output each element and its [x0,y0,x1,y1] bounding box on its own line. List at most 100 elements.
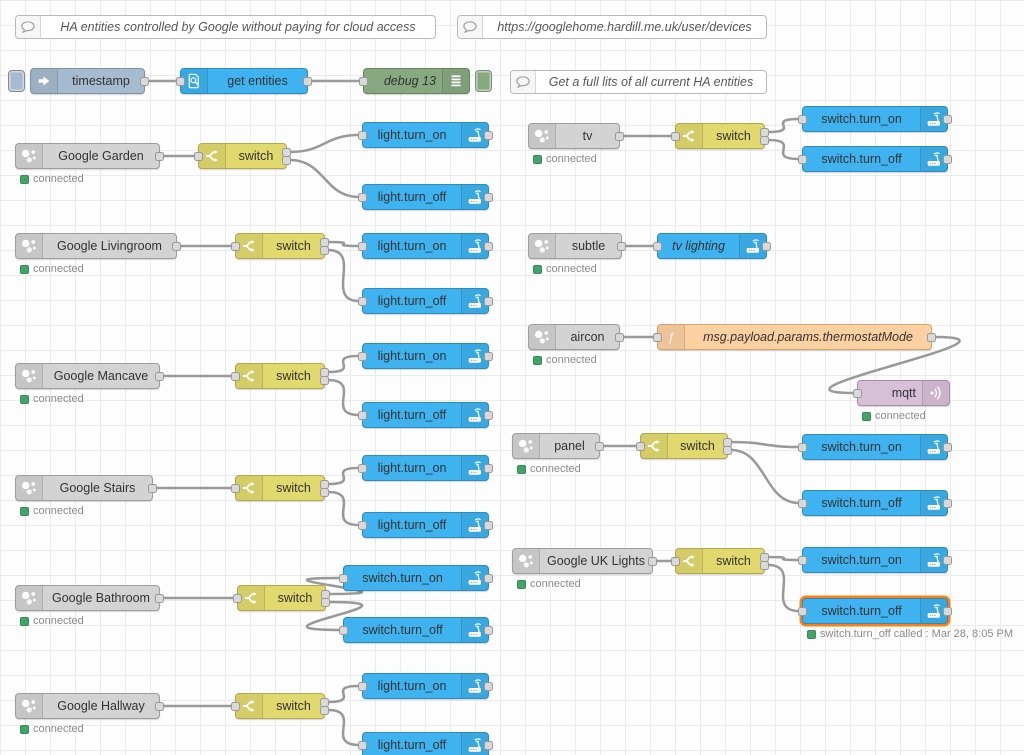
node-gh_uk[interactable]: Google UK Lights [512,548,657,574]
wire[interactable] [326,240,361,248]
input-port[interactable] [358,463,367,473]
output-port[interactable] [648,556,657,566]
wire[interactable] [326,708,361,747]
wire[interactable] [326,684,361,704]
output-port[interactable] [484,625,493,635]
node-func1[interactable]: f msg.payload.params.thermostatMode [653,324,936,350]
output-port[interactable] [484,241,493,251]
node-gh_mancave[interactable]: Google Mancave [15,363,164,389]
output-port[interactable] [484,192,493,202]
node-b_panel_off[interactable]: switch.turn_off [798,490,952,516]
node-sw_garden[interactable]: switch [194,143,291,169]
output-port[interactable] [943,114,952,124]
input-port[interactable] [798,606,807,616]
node-b_tv_off[interactable]: switch.turn_off [798,146,952,172]
input-port[interactable] [231,371,240,381]
output-port[interactable] [320,487,329,497]
node-gh_garden[interactable]: Google Garden [15,143,164,169]
node-c2[interactable]: https://googlehome.hardill.me.uk/user/de… [457,15,767,39]
output-port[interactable] [155,151,164,161]
wire[interactable] [729,440,801,449]
output-port[interactable] [484,410,493,420]
node-b_stairs_on[interactable]: light.turn_on [358,455,493,481]
node-sw_hall[interactable]: switch [231,693,329,719]
node-c1[interactable]: HA entities controlled by Google without… [15,15,436,39]
input-port[interactable] [231,701,240,711]
output-port[interactable] [943,555,952,565]
output-port[interactable] [320,375,329,385]
node-b_garden_on[interactable]: light.turn_on [358,122,493,148]
output-port[interactable] [484,520,493,530]
node-gh_tv[interactable]: tv [528,123,624,149]
output-port[interactable] [943,498,952,508]
node-b_tv_on[interactable]: switch.turn_on [798,106,952,132]
node-sw_uk[interactable]: switch [671,548,769,574]
node-ha_get[interactable]: get entities [176,68,312,94]
inject-button[interactable] [8,70,25,92]
wire[interactable] [729,448,801,505]
output-port[interactable] [303,76,312,86]
input-port[interactable] [339,573,348,583]
node-sw_living[interactable]: switch [231,233,329,259]
node-b_uk_on[interactable]: switch.turn_on [798,547,952,573]
output-port[interactable] [155,701,164,711]
node-gh_aircon[interactable]: aircon [528,324,624,350]
output-port[interactable] [615,131,624,141]
input-port[interactable] [358,520,367,530]
input-port[interactable] [358,296,367,306]
input-port[interactable] [231,241,240,251]
output-port[interactable] [320,245,329,255]
output-port[interactable] [927,332,936,342]
output-port[interactable] [155,593,164,603]
node-debug1[interactable]: debug 13 [359,68,492,94]
wire[interactable] [288,158,361,199]
output-port[interactable] [172,241,181,251]
node-b_living_off[interactable]: light.turn_off [358,288,493,314]
wire[interactable] [766,138,801,161]
input-port[interactable] [359,76,368,86]
wire[interactable] [326,354,361,374]
wire[interactable] [766,117,801,134]
output-port[interactable] [760,560,769,570]
input-port[interactable] [798,498,807,508]
input-port[interactable] [671,556,680,566]
input-port[interactable] [358,130,367,140]
wire[interactable] [326,466,361,486]
output-port[interactable] [760,135,769,145]
node-inject1[interactable]: timestamp [8,68,149,94]
node-sw_mancave[interactable]: switch [231,363,329,389]
node-sw_tv[interactable]: switch [671,123,769,149]
wire[interactable] [305,576,364,596]
input-port[interactable] [653,241,662,251]
node-b_uk_off[interactable]: switch.turn_off [798,598,952,624]
node-b_hall_off[interactable]: light.turn_off [358,732,493,755]
node-gh_stairs[interactable]: Google Stairs [15,475,157,501]
node-b_panel_on[interactable]: switch.turn_on [798,434,952,460]
input-port[interactable] [798,154,807,164]
output-port[interactable] [321,597,330,607]
output-port[interactable] [943,606,952,616]
output-port[interactable] [320,705,329,715]
node-c3[interactable]: Get a full lits of all current HA entiti… [510,70,767,94]
node-b_tvlight[interactable]: tv lighting [653,233,771,259]
output-port[interactable] [155,371,164,381]
node-b_garden_off[interactable]: light.turn_off [358,184,493,210]
output-port[interactable] [484,740,493,750]
node-sw_bath[interactable]: switch [233,585,330,611]
output-port[interactable] [484,463,493,473]
output-port[interactable] [484,573,493,583]
node-mqtt1[interactable]: mqtt [853,380,950,406]
node-b_living_on[interactable]: light.turn_on [358,233,493,259]
input-port[interactable] [358,410,367,420]
output-port[interactable] [595,441,604,451]
output-port[interactable] [148,483,157,493]
wire[interactable] [305,600,364,632]
output-port[interactable] [762,241,771,251]
wire[interactable] [828,335,961,395]
wire[interactable] [766,563,801,613]
output-port[interactable] [484,296,493,306]
input-port[interactable] [358,351,367,361]
node-gh_subtle[interactable]: subtle [528,233,626,259]
node-gh_hall[interactable]: Google Hallway [15,693,164,719]
